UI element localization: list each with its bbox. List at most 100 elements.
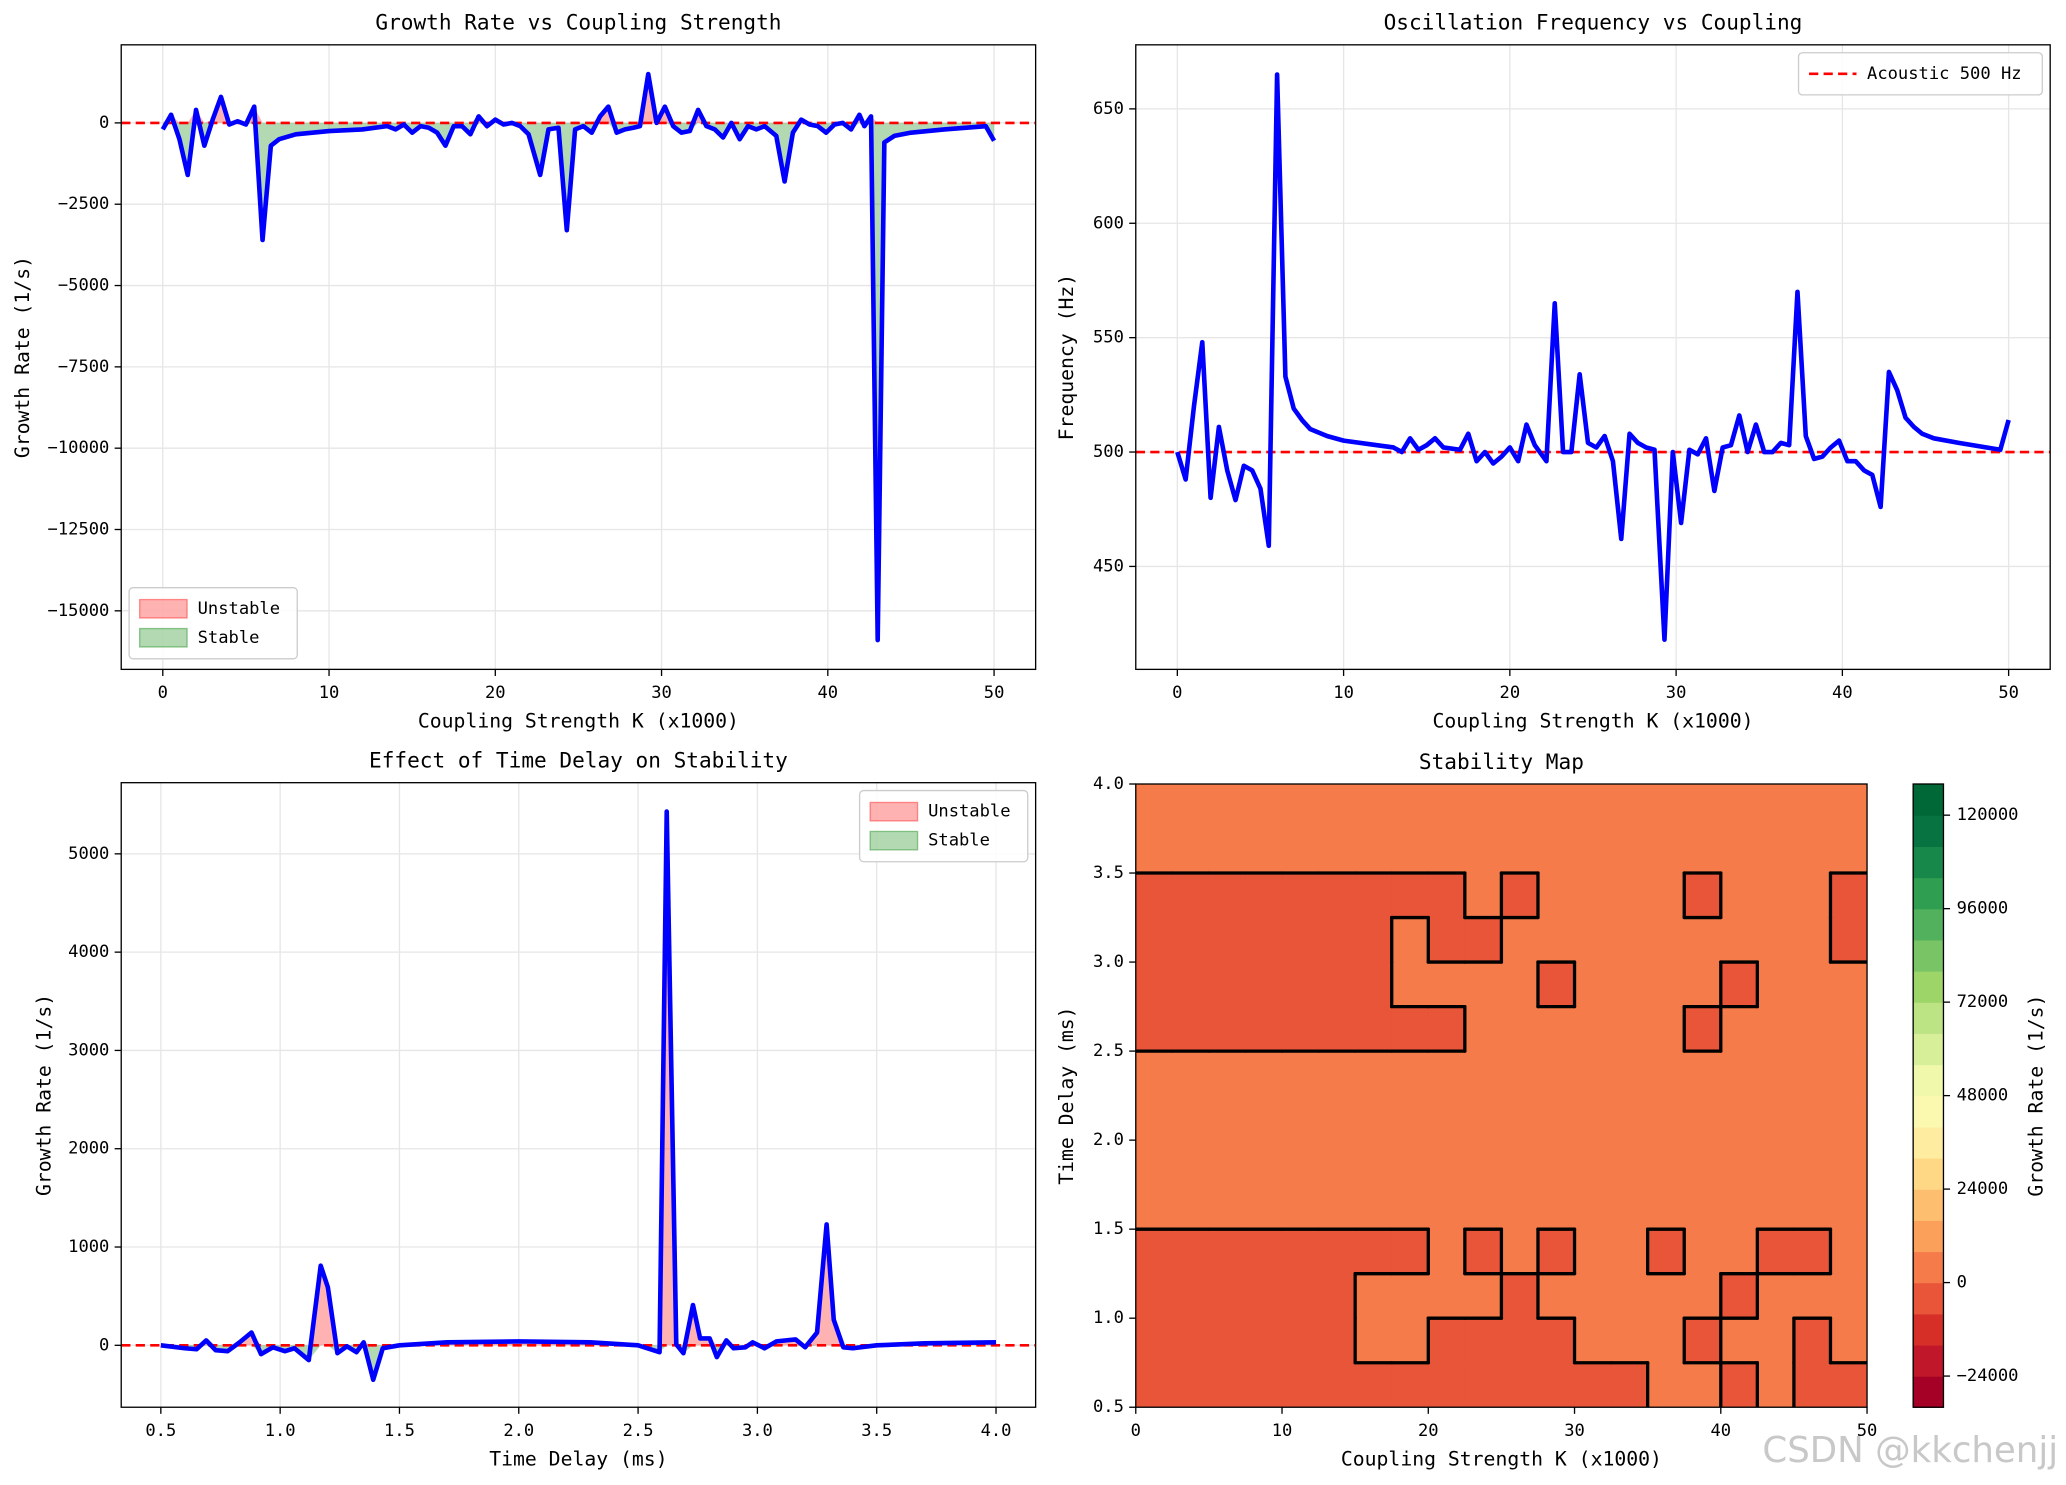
contour-cell: [1537, 1318, 1576, 1364]
colorbar-tick-label: 24000: [1957, 1179, 2009, 1199]
x-axis-label: Time Delay (ms): [489, 1447, 667, 1470]
contour-cell: [1391, 1318, 1429, 1364]
data-line: [160, 71, 997, 643]
contour-cell: [1830, 1318, 1868, 1364]
contour-cell: [1355, 1140, 1393, 1186]
contour-cell: [1172, 1362, 1210, 1408]
plot-area: [121, 782, 1036, 1408]
contour-cell: [1501, 1318, 1539, 1364]
colorbar-band: [1913, 1126, 1944, 1159]
contour-cell: [1684, 1318, 1722, 1364]
contour-cell: [1611, 1362, 1649, 1408]
x-tick-label: 3.0: [742, 1421, 773, 1441]
contour-cell: [1282, 962, 1320, 1008]
contour-cell: [1464, 784, 1503, 830]
contour-cell: [1245, 1006, 1283, 1052]
contour-cell: [1647, 784, 1685, 830]
contour-cell: [1574, 1095, 1612, 1141]
contour-cell: [1245, 828, 1283, 874]
contour-cell: [1501, 962, 1539, 1008]
contour-cell: [1757, 962, 1795, 1008]
contour-cell: [1464, 1140, 1503, 1186]
x-tick-label: 2.5: [623, 1421, 654, 1441]
contour-cell: [1428, 1273, 1466, 1319]
contour-cell: [1501, 917, 1539, 963]
contour-cell: [1318, 917, 1356, 963]
contour-cell: [1135, 1095, 1173, 1141]
contour-cell: [1720, 1318, 1759, 1364]
contour-cell: [1830, 1229, 1868, 1275]
contour-cell: [1537, 917, 1576, 963]
contour-cell: [1684, 1229, 1722, 1275]
legend-label: Stable: [198, 628, 260, 648]
contour-cell: [1684, 917, 1722, 963]
y-tick-label: 600: [1093, 213, 1124, 233]
contour-cell: [1282, 1140, 1320, 1186]
contour-cell: [1318, 1140, 1356, 1186]
axes-frame: [1135, 783, 1868, 1408]
contour-cell: [1684, 1362, 1722, 1408]
contour-cell: [1282, 1273, 1320, 1319]
x-axis-label: Coupling Strength K (x1000): [418, 710, 739, 733]
contour-cell: [1428, 1184, 1466, 1230]
contour-cell: [1391, 873, 1429, 919]
contour-cell: [1537, 1229, 1576, 1275]
contour-cell: [1208, 828, 1247, 874]
legend-label: Unstable: [198, 599, 280, 619]
plot-area: [1135, 44, 2051, 670]
colorbar-band: [1913, 1002, 1944, 1034]
y-axis-label: Frequency (Hz): [1055, 274, 1078, 440]
legend-swatch: [139, 598, 188, 619]
contour-cell: [1830, 917, 1868, 963]
contour-cell: [1464, 1273, 1503, 1319]
y-tick-label: 5000: [68, 844, 109, 864]
colorbar-label: Growth Rate (1/s): [2025, 995, 2048, 1197]
contour-cell: [1135, 828, 1173, 874]
colorbar-band: [1913, 846, 1944, 879]
colorbar-band: [1913, 939, 1944, 972]
contour-cell: [1720, 784, 1759, 830]
contour-cell: [1172, 1140, 1210, 1186]
contour-cell: [1135, 873, 1173, 919]
contour-cell: [1391, 1273, 1429, 1319]
contour-cell: [1611, 1006, 1649, 1052]
contour-cell: [1684, 962, 1722, 1008]
chart-title: Growth Rate vs Coupling Strength: [375, 10, 781, 35]
contour-cell: [1135, 1229, 1173, 1275]
contour-cell: [1355, 1273, 1393, 1319]
y-tick-label: 4000: [68, 942, 109, 962]
contour-cell: [1501, 1140, 1539, 1186]
contour-cell: [1208, 1095, 1247, 1141]
contour-cell: [1684, 784, 1722, 830]
contour-cell: [1208, 917, 1247, 963]
contour-cell: [1245, 873, 1283, 919]
contour-cell: [1282, 1318, 1320, 1364]
contour-cell: [1757, 828, 1795, 874]
chart-title: Stability Map: [1419, 749, 1584, 774]
contour-cell: [1391, 1362, 1429, 1408]
contour-cell: [1464, 1095, 1503, 1141]
contour-cell: [1793, 873, 1832, 919]
contour-cell: [1428, 1362, 1466, 1408]
contour-cell: [1793, 962, 1832, 1008]
contour-cell: [1355, 1184, 1393, 1230]
colorbar-band: [1913, 1313, 1944, 1346]
colorbar-band: [1913, 1095, 1944, 1128]
contour-cell: [1720, 1362, 1759, 1408]
contour-cell: [1318, 1051, 1356, 1097]
contour-cell: [1537, 1273, 1576, 1319]
contour-cell: [1537, 873, 1576, 919]
contour-cell: [1245, 1095, 1283, 1141]
contour-cell: [1245, 1051, 1283, 1097]
contour-cell: [1318, 828, 1356, 874]
contour-cell: [1574, 1184, 1612, 1230]
watermark: CSDN @kkchenjj: [1762, 1430, 2058, 1471]
contour-cell: [1647, 828, 1685, 874]
y-tick-label: −5000: [58, 276, 110, 296]
axes-frame: [120, 44, 1037, 671]
contour-cell: [1611, 1095, 1649, 1141]
contour-cell: [1830, 784, 1868, 830]
contour-cell: [1135, 962, 1173, 1008]
contour-cell: [1611, 1051, 1649, 1097]
contour-cell: [1245, 784, 1283, 830]
